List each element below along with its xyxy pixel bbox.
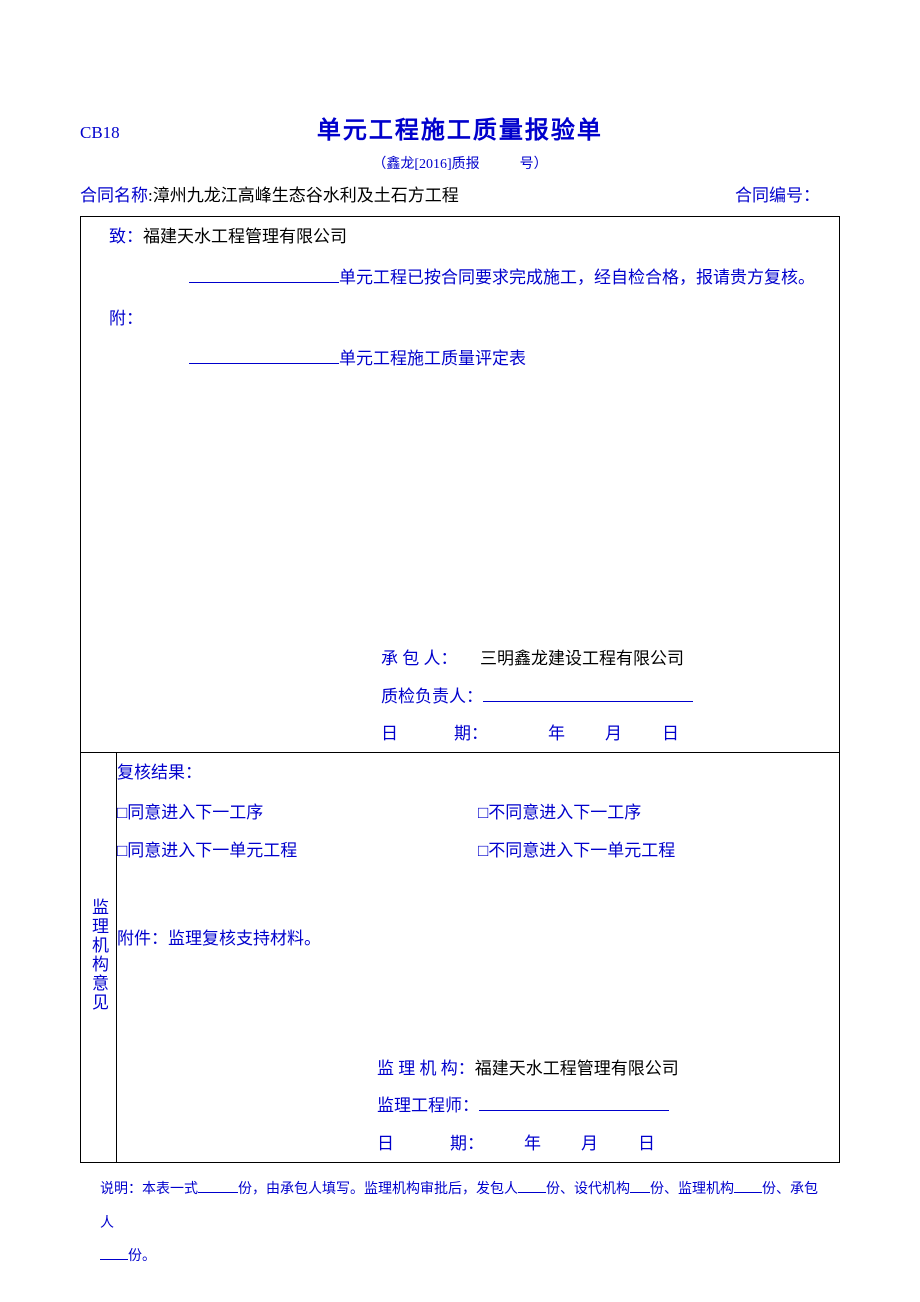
check-disagree-next-process[interactable]: □不同意进入下一工序: [478, 794, 839, 831]
subtitle-suffix1: 质报: [452, 157, 480, 172]
subtitle-suffix2: 号）: [520, 157, 548, 172]
year-label: 年: [548, 724, 565, 743]
lower-date-label-2: 期：: [450, 1134, 484, 1153]
footnote-mid2: 份、设代机构: [546, 1182, 630, 1197]
footnote: 说明：本表一式 份，由承包人填写。监理机构审批后，发包人 份、设代机构 份、监理机构份…: [80, 1163, 840, 1274]
lower-date-label-1: 日: [377, 1134, 394, 1153]
date-label-1: 日: [381, 724, 398, 743]
footnote-blank-1[interactable]: [198, 1176, 238, 1193]
footnote-blank-3[interactable]: [630, 1176, 650, 1193]
lower-year-label: 年: [524, 1134, 541, 1153]
lower-month-label: 月: [581, 1134, 598, 1153]
line1-suffix: 单元工程已按合同要求完成施工，经自检合格，报请贵方复核。: [339, 268, 815, 287]
qc-label: 质检负责人：: [381, 678, 483, 715]
supervisor-org-value: 福建天水工程管理有限公司: [475, 1059, 679, 1078]
lower-day-label: 日: [638, 1134, 655, 1153]
attach-label: 附：: [109, 309, 143, 328]
line2-suffix: 单元工程施工质量评定表: [339, 349, 526, 368]
footnote-mid1: 份，由承包人填写。监理机构审批后，发包人: [238, 1182, 518, 1197]
contract-no-label: 合同编号：: [735, 186, 820, 205]
page-title: 单元工程施工质量报验单: [120, 110, 800, 145]
contractor-value: 三明鑫龙建设工程有限公司: [480, 649, 684, 668]
supervisor-opinion-label-cell: 监理机构意见: [81, 753, 117, 1163]
footnote-blank-2[interactable]: [518, 1176, 546, 1193]
qc-signature-line[interactable]: [483, 681, 693, 701]
supervisor-org-label: 监 理 机 构：: [377, 1050, 475, 1087]
supervisor-opinion-label: 监理机构意见: [86, 878, 111, 1032]
engineer-signature-line[interactable]: [479, 1091, 669, 1111]
supervisor-engineer-label: 监理工程师：: [377, 1087, 479, 1124]
blank-unit-name-1[interactable]: [189, 262, 339, 282]
footnote-end: 份。: [128, 1249, 156, 1264]
subtitle: （鑫龙[2016]质报号）: [80, 153, 840, 173]
check-agree-next-unit[interactable]: □同意进入下一单元工程: [117, 832, 478, 869]
footnote-blank-5[interactable]: [100, 1243, 128, 1260]
contract-name-label: 合同名称: [80, 186, 148, 205]
footnote-pre: 说明：本表一式: [100, 1182, 198, 1197]
to-value: 福建天水工程管理有限公司: [143, 227, 347, 246]
check-agree-next-process[interactable]: □同意进入下一工序: [117, 794, 478, 831]
contract-name-value: 漳州九龙江高峰生态谷水利及土石方工程: [153, 186, 459, 205]
upper-section: 致：福建天水工程管理有限公司 单元工程已按合同要求完成施工，经自检合格，报请贵方…: [81, 217, 840, 753]
supervisor-signature-block: 监 理 机 构：福建天水工程管理有限公司 监理工程师： 日 期： 年 月 日: [117, 1050, 839, 1162]
review-result-label: 复核结果：: [117, 763, 202, 782]
footnote-blank-4[interactable]: [734, 1176, 762, 1193]
month-label: 月: [605, 724, 622, 743]
form-code: CB18: [80, 123, 120, 143]
blank-unit-name-2[interactable]: [189, 344, 339, 364]
contract-no: 合同编号：: [735, 181, 840, 206]
subtitle-prefix: （鑫龙: [372, 157, 414, 172]
to-label: 致：: [109, 227, 143, 246]
contract-name: 合同名称:漳州九龙江高峰生态谷水利及土石方工程: [80, 181, 735, 206]
contractor-signature-block: 承 包 人： 三明鑫龙建设工程有限公司 质检负责人： 日 期： 年 月 日: [81, 640, 839, 752]
day-label: 日: [662, 724, 679, 743]
date-label-2: 期：: [454, 724, 488, 743]
check-disagree-next-unit[interactable]: □不同意进入下一单元工程: [478, 832, 839, 869]
footnote-mid3: 份、监理机构: [650, 1182, 734, 1197]
main-table: 致：福建天水工程管理有限公司 单元工程已按合同要求完成施工，经自检合格，报请贵方…: [80, 216, 840, 1163]
subtitle-year: 2016: [419, 157, 447, 172]
contractor-label: 承 包 人：: [381, 640, 458, 677]
lower-attach: 附件：监理复核支持材料。: [117, 929, 321, 948]
lower-section: 复核结果： □同意进入下一工序 □不同意进入下一工序 □同意进入下一单元工程 □…: [117, 753, 840, 1163]
